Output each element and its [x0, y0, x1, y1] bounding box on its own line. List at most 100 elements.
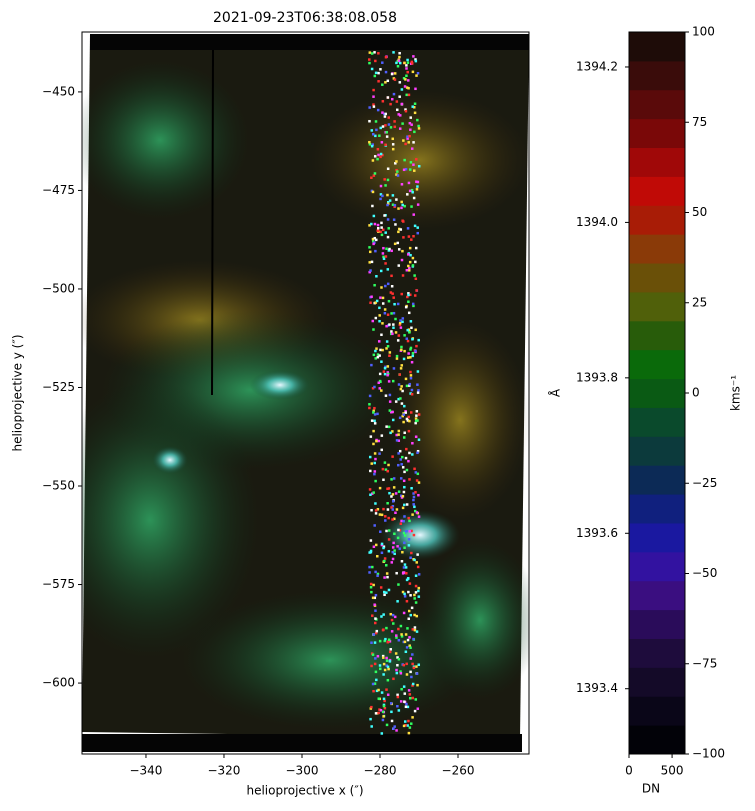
speckle	[382, 673, 385, 676]
speckle	[403, 700, 406, 703]
speckle	[399, 367, 403, 370]
speckle	[382, 656, 385, 659]
speckle	[371, 190, 375, 194]
speckle	[377, 711, 380, 715]
speckle	[370, 725, 373, 728]
speckle	[390, 285, 394, 288]
speckle	[397, 490, 401, 493]
speckle	[395, 439, 399, 442]
colorbar-band	[629, 638, 685, 668]
speckle	[404, 377, 408, 381]
speckle	[379, 155, 382, 159]
speckle	[403, 61, 406, 65]
speckle	[411, 716, 414, 719]
speckle	[379, 586, 383, 589]
speckle	[401, 317, 405, 320]
colorbar-band	[629, 60, 685, 91]
speckle	[402, 566, 406, 569]
speckle	[386, 487, 389, 491]
speckle	[401, 389, 404, 393]
y-tick-label: −575	[42, 577, 75, 591]
speckle	[385, 529, 388, 533]
speckle	[407, 311, 411, 315]
speckle	[391, 194, 395, 197]
speckle	[415, 414, 418, 417]
speckle	[382, 546, 385, 550]
speckle	[387, 380, 391, 383]
speckle	[382, 715, 385, 718]
speckle	[411, 682, 415, 686]
x-tick-label: −280	[364, 764, 397, 778]
speckle	[380, 333, 383, 337]
speckle	[405, 447, 408, 451]
speckle	[386, 313, 390, 316]
colorbar-wavelength-tick-label: 1394.0	[576, 215, 618, 229]
speckle	[396, 339, 400, 342]
speckle	[396, 695, 400, 699]
speckle	[413, 130, 416, 134]
speckle	[414, 601, 418, 604]
speckle	[405, 268, 409, 272]
speckle	[371, 386, 375, 390]
speckle	[373, 603, 376, 606]
speckle	[374, 120, 378, 123]
speckle	[403, 720, 407, 723]
speckle	[417, 573, 421, 576]
speckle	[393, 725, 396, 728]
speckle	[385, 425, 388, 428]
speckle	[387, 667, 390, 671]
speckle	[406, 724, 409, 727]
speckle	[396, 600, 399, 603]
speckle	[392, 326, 395, 329]
speckle	[375, 347, 378, 350]
speckle	[380, 233, 384, 237]
speckle	[381, 467, 385, 471]
speckle	[391, 504, 395, 508]
speckle	[395, 636, 398, 639]
speckle	[404, 411, 407, 414]
speckle	[392, 218, 396, 221]
speckle	[416, 180, 420, 184]
speckle	[397, 709, 401, 712]
speckle	[372, 429, 375, 433]
speckle	[386, 508, 390, 511]
speckle	[406, 61, 410, 64]
speckle	[391, 418, 395, 422]
speckle	[386, 575, 389, 579]
speckle	[409, 128, 412, 131]
speckle	[368, 224, 371, 227]
speckle	[370, 260, 374, 264]
speckle	[404, 78, 407, 81]
speckle	[399, 522, 403, 526]
speckle	[392, 92, 396, 96]
speckle	[390, 478, 393, 481]
speckle	[372, 491, 375, 494]
speckle	[383, 699, 386, 703]
speckle	[390, 312, 393, 315]
speckle	[387, 538, 391, 541]
speckle	[398, 449, 402, 453]
speckle	[417, 515, 421, 518]
speckle	[401, 590, 405, 594]
speckle	[395, 508, 399, 511]
speckle	[407, 590, 410, 594]
speckle	[397, 264, 401, 267]
speckle	[388, 354, 391, 357]
speckle	[398, 127, 402, 130]
colorbar-band	[629, 378, 685, 408]
speckle	[368, 565, 371, 569]
colorbar-band	[629, 494, 685, 524]
speckle	[406, 705, 410, 709]
speckle	[414, 574, 418, 577]
colorbar-band	[629, 263, 685, 293]
colorbar-band	[629, 32, 685, 62]
speckle	[395, 100, 399, 103]
speckle	[395, 168, 398, 172]
speckle	[407, 300, 410, 303]
speckle	[382, 697, 386, 701]
speckle	[404, 456, 408, 460]
speckle	[392, 367, 396, 370]
speckle	[399, 670, 402, 673]
speckle	[393, 517, 396, 521]
